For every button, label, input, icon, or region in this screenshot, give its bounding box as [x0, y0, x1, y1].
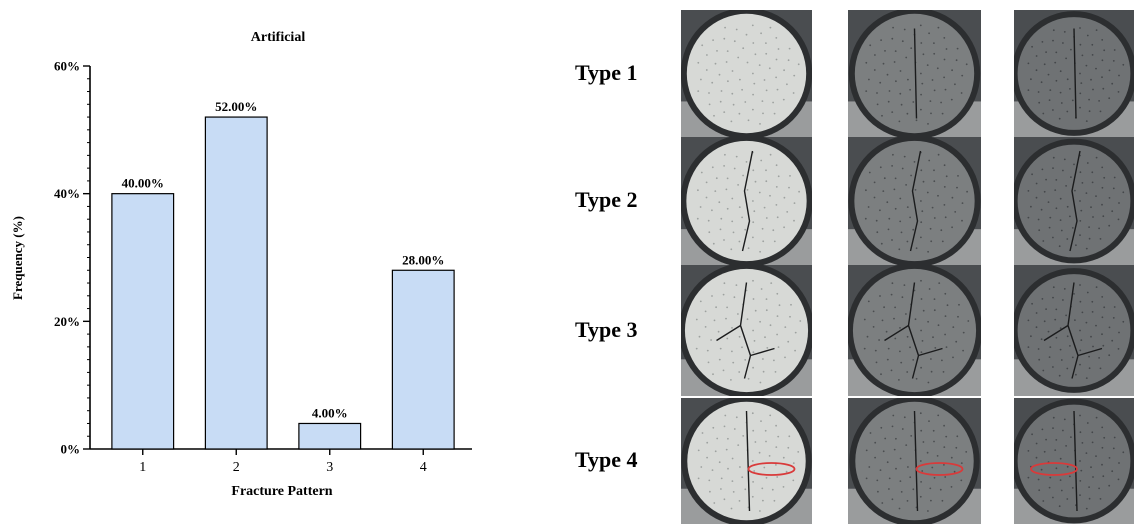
y-axis-label: Frequency (%)	[10, 216, 25, 300]
bar	[391, 269, 455, 450]
specimen-photo	[1014, 398, 1134, 524]
type-label: Type 2	[575, 187, 638, 212]
x-axis-label: Fracture Pattern	[231, 484, 332, 499]
bar-data-label: 28.00%	[402, 252, 444, 267]
bar	[298, 422, 362, 450]
chart-title: Artificial	[251, 30, 306, 45]
specimen-photo	[681, 137, 812, 265]
bar	[204, 116, 268, 450]
bar	[111, 193, 175, 450]
specimen-photo	[848, 10, 981, 137]
specimen-photo	[1014, 265, 1134, 396]
bar-data-label: 40.00%	[122, 176, 164, 191]
type-label: Type 3	[575, 316, 638, 342]
y-tick-label: 0%	[61, 442, 81, 457]
specimen-photo	[681, 10, 812, 137]
x-tick-label: 4	[420, 460, 427, 475]
x-tick-label: 2	[233, 460, 240, 475]
specimen-photo	[1014, 10, 1134, 137]
y-tick-label: 60%	[54, 59, 80, 74]
y-tick-label: 20%	[54, 314, 80, 329]
specimen-photo	[848, 137, 981, 265]
specimen-photo	[848, 265, 981, 396]
bar-chart: Artificial Frequency (%) Fracture Patter…	[10, 30, 472, 499]
specimen-photo	[848, 398, 981, 524]
bar-data-label: 4.00%	[312, 405, 348, 420]
type-label: Type 4	[575, 447, 638, 472]
specimen-photo	[1014, 137, 1134, 265]
type-label: Type 1	[575, 59, 638, 85]
specimen-photo	[681, 265, 812, 396]
x-tick-label: 3	[326, 460, 333, 475]
specimen-photo	[681, 398, 812, 524]
bar-data-label: 52.00%	[215, 99, 257, 114]
x-tick-label: 1	[139, 460, 146, 475]
y-tick-label: 40%	[54, 186, 80, 201]
